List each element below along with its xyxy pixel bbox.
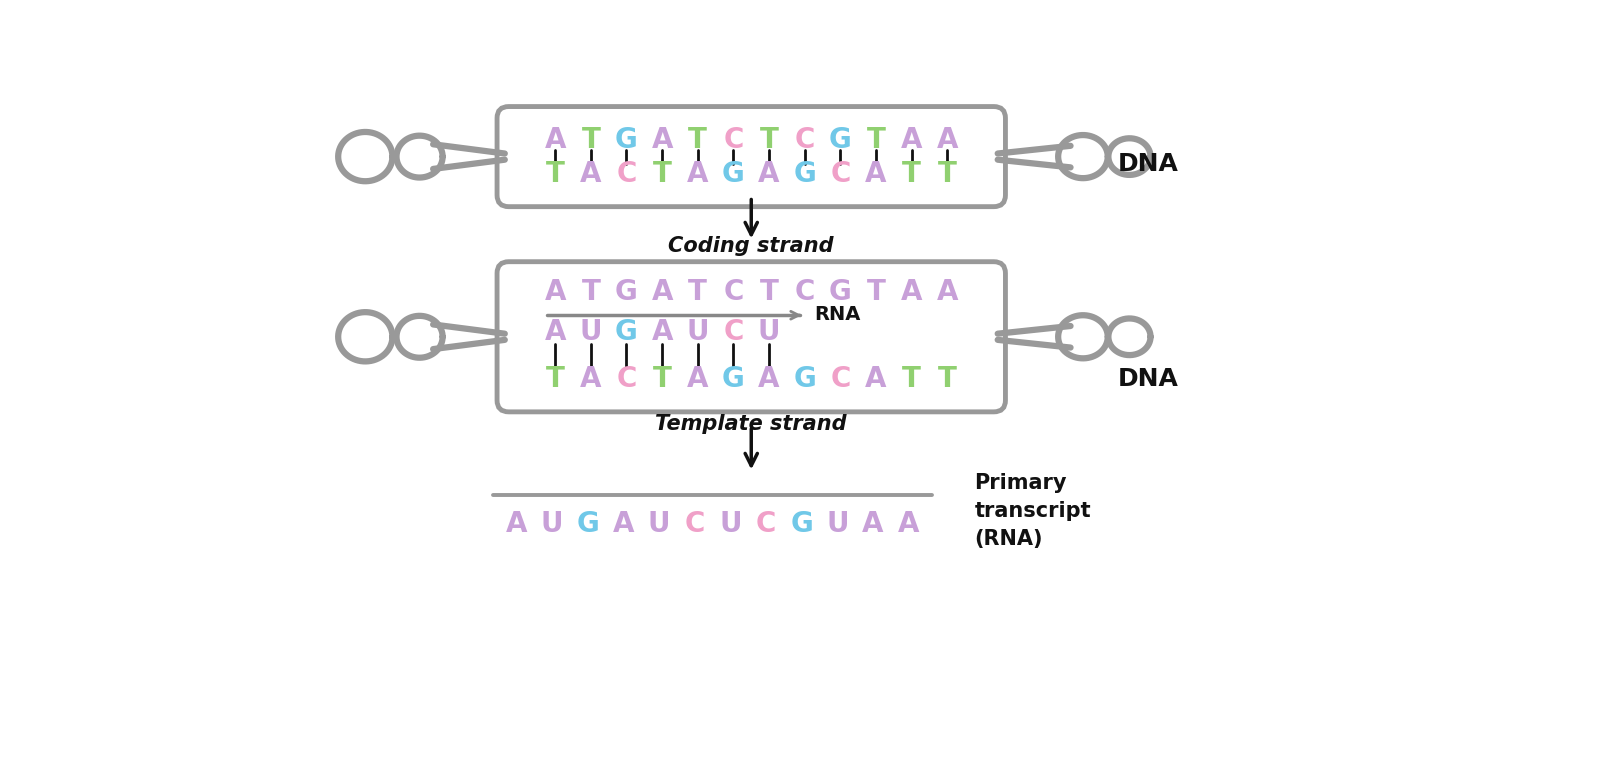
Text: T: T [582,278,599,306]
Text: C: C [615,159,636,188]
Text: A: A [686,365,709,393]
Text: C: C [755,510,776,538]
Text: T: T [652,365,672,393]
Text: T: T [652,159,672,188]
Text: G: G [792,365,816,393]
Text: A: A [861,510,884,538]
Text: G: G [615,278,638,306]
Text: RNA: RNA [813,305,860,324]
Text: T: T [688,126,707,154]
Text: G: G [792,159,816,188]
Text: A: A [935,126,958,154]
Text: A: A [545,278,566,306]
Text: C: C [794,278,815,306]
Text: A: A [580,159,601,188]
Text: Coding strand: Coding strand [669,237,834,257]
Text: T: T [545,365,564,393]
Text: U: U [686,318,709,346]
Text: C: C [615,365,636,393]
Text: A: A [900,126,922,154]
Text: DNA: DNA [1117,367,1178,391]
Text: A: A [651,318,672,346]
Text: C: C [829,365,850,393]
Text: U: U [757,318,779,346]
Text: T: T [545,159,564,188]
Text: U: U [540,510,562,538]
Text: A: A [686,159,709,188]
Text: G: G [789,510,813,538]
Text: U: U [648,510,670,538]
Text: T: T [902,159,921,188]
Text: A: A [651,278,672,306]
Text: T: T [937,365,956,393]
Text: A: A [612,510,633,538]
Text: U: U [826,510,848,538]
Text: C: C [794,126,815,154]
Text: A: A [935,278,958,306]
Text: A: A [759,365,779,393]
Text: Primary
transcript
(RNA): Primary transcript (RNA) [974,473,1091,548]
Text: T: T [759,126,778,154]
Text: A: A [897,510,919,538]
Text: A: A [900,278,922,306]
Text: T: T [759,278,778,306]
Text: G: G [722,365,744,393]
Text: C: C [723,318,742,346]
Text: DNA: DNA [1117,152,1178,176]
Text: A: A [759,159,779,188]
Text: C: C [829,159,850,188]
Text: U: U [579,318,601,346]
Text: C: C [723,126,742,154]
Text: G: G [615,126,638,154]
Text: G: G [722,159,744,188]
Text: C: C [723,278,742,306]
Text: T: T [937,159,956,188]
Text: Template strand: Template strand [656,414,847,434]
Text: C: C [685,510,704,538]
Text: A: A [545,126,566,154]
Text: T: T [902,365,921,393]
Text: G: G [829,126,852,154]
Text: A: A [651,126,672,154]
Text: G: G [829,278,852,306]
Text: U: U [718,510,741,538]
Text: A: A [865,159,885,188]
Text: A: A [505,510,527,538]
Text: T: T [688,278,707,306]
Text: T: T [866,126,885,154]
Text: A: A [865,365,885,393]
Text: A: A [580,365,601,393]
Text: T: T [866,278,885,306]
Text: G: G [615,318,638,346]
Text: A: A [545,318,566,346]
Text: T: T [582,126,599,154]
Text: G: G [575,510,599,538]
